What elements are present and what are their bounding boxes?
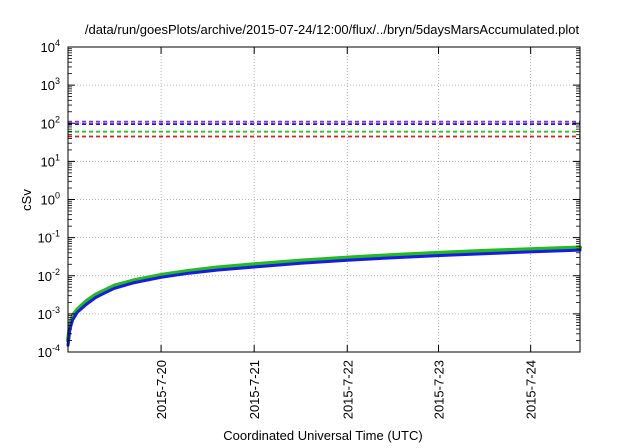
series-line: [66, 248, 582, 347]
x-tick-labels: 2015-7-20 2015-7-21 2015-7-22 2015-7-23 2015…: [154, 360, 539, 419]
y-tick-label: 101: [41, 152, 60, 169]
series-line: [66, 245, 582, 343]
y-tick-label: 100: [41, 191, 60, 208]
y-tick-label: 103: [41, 76, 60, 93]
x-tick-label: 2015-7-21: [247, 360, 262, 419]
grid: [68, 47, 580, 352]
y-tick-label: 102: [41, 114, 60, 131]
y-tick-label: 10-4: [38, 343, 60, 360]
ticks: [68, 46, 580, 353]
x-axis-label: Coordinated Universal Time (UTC): [223, 428, 422, 443]
y-tick-labels: 10-4 10-3 10-2 10-1 100 101 102 103 104: [38, 38, 60, 360]
x-tick-label: 2015-7-22: [340, 360, 355, 419]
series-group: [66, 245, 582, 347]
y-axis-label: cSv: [19, 189, 34, 211]
y-tick-label: 104: [41, 38, 60, 55]
y-tick-label: 10-1: [38, 229, 60, 246]
y-tick-label: 10-3: [38, 305, 60, 322]
reference-lines: [68, 120, 580, 138]
x-tick-label: 2015-7-20: [154, 360, 169, 419]
chart-title: /data/run/goesPlots/archive/2015-07-24/1…: [85, 22, 580, 37]
x-tick-label: 2015-7-24: [524, 360, 539, 419]
x-tick-label: 2015-7-23: [432, 360, 447, 419]
y-tick-label: 10-2: [38, 267, 60, 284]
